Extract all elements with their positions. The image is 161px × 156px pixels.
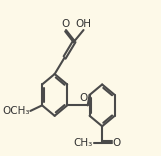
Text: CH₃: CH₃	[74, 138, 93, 148]
Text: O: O	[112, 138, 120, 148]
Text: O: O	[62, 19, 70, 29]
Text: O: O	[79, 93, 88, 103]
Text: OCH₃: OCH₃	[2, 106, 30, 116]
Text: OH: OH	[76, 19, 92, 29]
